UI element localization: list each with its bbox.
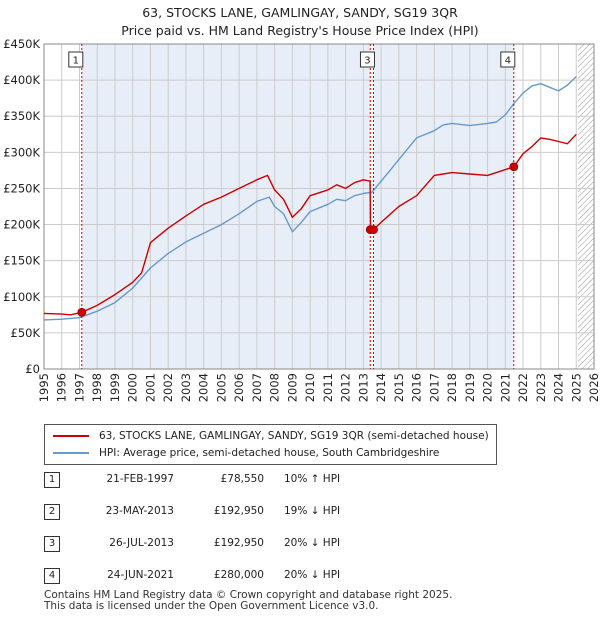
property-price-line: [43, 133, 577, 316]
x-tick-label: 2021: [498, 373, 512, 402]
sale-badge: 1: [44, 472, 60, 488]
x-tick-label: 2022: [516, 373, 530, 402]
chart-title: 63, STOCKS LANE, GAMLINGAY, SANDY, SG19 …: [0, 4, 600, 40]
sale-price: £78,550: [220, 473, 264, 485]
x-tick-label: 2026: [587, 373, 600, 402]
x-tick-label: 1998: [90, 373, 104, 402]
legend-item-hpi: HPI: Average price, semi-detached house,…: [53, 445, 439, 461]
x-tick-label: 2011: [321, 373, 335, 402]
y-tick-label: £350K: [3, 109, 40, 123]
y-tick-label: £450K: [3, 37, 40, 51]
sale-date: 26-JUL-2013: [109, 537, 174, 549]
price-chart: £0 £50K £100K £150K £200K £250K £300K £350K £400…: [3, 37, 600, 402]
chart-title-line2: Price paid vs. HM Land Registry's House …: [121, 23, 479, 38]
x-tick-label: 1997: [72, 373, 86, 402]
x-tick-label: 1995: [37, 373, 51, 402]
sale-row: 3 26-JUL-2013 £192,950 20% ↓ HPI: [44, 536, 564, 552]
x-tick-label: 2024: [552, 373, 566, 402]
footer-line1: Contains HM Land Registry data © Crown c…: [44, 589, 453, 601]
x-tick-label: 2019: [463, 373, 477, 402]
x-tick-label: 2023: [534, 373, 548, 402]
x-tick-label: 2003: [179, 373, 193, 402]
sale-point: [509, 162, 519, 172]
sale-price: £280,000: [213, 569, 264, 581]
chart-title-line1: 63, STOCKS LANE, GAMLINGAY, SANDY, SG19 …: [142, 5, 458, 20]
footer-line2: This data is licensed under the Open Gov…: [44, 600, 379, 612]
sale-row: 1 21-FEB-1997 £78,550 10% ↑ HPI: [44, 472, 564, 488]
y-tick-label: £250K: [3, 181, 40, 195]
legend: 63, STOCKS LANE, GAMLINGAY, SANDY, SG19 …: [44, 424, 497, 465]
sale-hpi: 20% ↓ HPI: [284, 537, 341, 549]
x-tick-label: 2012: [339, 373, 353, 402]
sale-number-box: [359, 51, 375, 68]
sale-badge: 4: [44, 568, 60, 584]
x-tick-label: 2008: [268, 373, 282, 402]
legend-item-property: 63, STOCKS LANE, GAMLINGAY, SANDY, SG19 …: [53, 428, 489, 444]
y-tick-label: £150K: [3, 254, 40, 268]
sale-date: 21-FEB-1997: [106, 473, 174, 485]
plot-frame: [43, 43, 595, 370]
x-tick-label: 2005: [214, 373, 228, 402]
sale-number-box: [68, 51, 84, 68]
x-tick-label: 2025: [569, 373, 583, 402]
ownership-shade: [81, 44, 371, 369]
sale-number-label: 4: [505, 56, 511, 67]
sale-point: [369, 225, 378, 235]
x-tick-label: 2009: [285, 373, 299, 402]
sale-price: £192,950: [213, 505, 264, 517]
sale-badge: 2: [44, 504, 60, 520]
sale-point: [77, 307, 87, 317]
x-tick-label: 2010: [303, 373, 317, 402]
legend-swatch-hpi: [53, 452, 89, 454]
x-tick-label: 2014: [374, 373, 388, 402]
x-tick-label: 2001: [143, 373, 157, 402]
y-tick-label: £300K: [3, 145, 40, 159]
x-tick-label: 2007: [250, 373, 264, 402]
hpi-line: [43, 75, 577, 321]
sale-number-box: [500, 51, 516, 68]
x-tick-label: 2017: [427, 373, 441, 402]
forecast-hatch: [578, 44, 594, 369]
x-tick-label: 2004: [197, 373, 211, 402]
sale-hpi: 19% ↓ HPI: [284, 505, 341, 517]
sale-date: 23-MAY-2013: [105, 505, 174, 517]
sale-date: 24-JUN-2021: [107, 569, 174, 581]
footer: Contains HM Land Registry data © Crown c…: [44, 590, 452, 612]
sale-badge: 3: [44, 536, 60, 552]
x-tick-label: 2015: [392, 373, 406, 402]
x-tick-label: 1996: [55, 373, 69, 402]
x-tick-label: 1999: [108, 373, 122, 402]
x-tick-label: 2013: [356, 373, 370, 402]
y-tick-label: £0: [25, 362, 40, 376]
sale-row: 4 24-JUN-2021 £280,000 20% ↓ HPI: [44, 568, 564, 584]
y-tick-label: £400K: [3, 73, 40, 87]
legend-label-property: 63, STOCKS LANE, GAMLINGAY, SANDY, SG19 …: [99, 430, 489, 442]
x-tick-label: 2006: [232, 373, 246, 402]
legend-swatch-property: [53, 435, 89, 437]
x-tick-label: 2020: [481, 373, 495, 402]
x-tick-label: 2000: [126, 373, 140, 402]
legend-label-hpi: HPI: Average price, semi-detached house,…: [99, 447, 440, 459]
y-tick-label: £100K: [3, 290, 40, 304]
sale-hpi: 20% ↓ HPI: [284, 569, 341, 581]
x-tick-label: 2018: [445, 373, 459, 402]
y-tick-label: £200K: [3, 218, 40, 232]
sale-hpi: 10% ↑ HPI: [284, 473, 341, 485]
sale-number-label: 3: [364, 56, 370, 67]
x-tick-label: 2002: [161, 373, 175, 402]
y-tick-label: £50K: [11, 326, 41, 340]
sale-row: 2 23-MAY-2013 £192,950 19% ↓ HPI: [44, 504, 564, 520]
sale-number-label: 1: [73, 56, 79, 67]
sale-price: £192,950: [213, 537, 264, 549]
ownership-shade: [373, 44, 514, 369]
x-tick-label: 2016: [410, 373, 424, 402]
